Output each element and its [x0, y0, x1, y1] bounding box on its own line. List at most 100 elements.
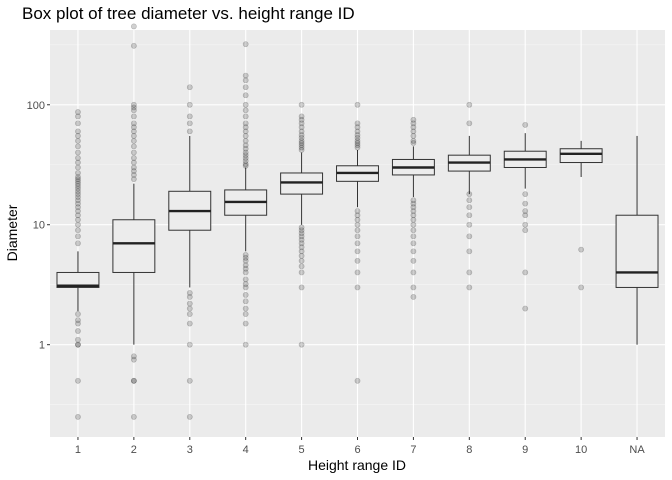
outlier-point	[466, 233, 473, 240]
outlier-point	[522, 200, 529, 207]
outlier-point	[130, 176, 137, 183]
x-tick-label: 3	[187, 444, 193, 456]
outlier-point	[242, 257, 249, 264]
outlier-point	[242, 155, 249, 161]
x-tick-label: 9	[522, 444, 528, 456]
outlier-point	[354, 221, 361, 228]
outlier-point	[130, 42, 137, 49]
outlier-point	[186, 377, 193, 384]
outlier-point	[298, 252, 305, 259]
outlier-point	[130, 159, 137, 166]
box-iqr	[615, 214, 659, 288]
outlier-point	[242, 161, 249, 168]
box-iqr	[112, 219, 156, 273]
x-tick-label: NA	[629, 444, 645, 456]
outlier-point	[466, 101, 473, 108]
outlier-point	[578, 284, 585, 291]
grid-layer	[50, 30, 665, 437]
outlier-point	[186, 320, 193, 327]
outlier-point	[410, 140, 417, 146]
outlier-point	[242, 72, 249, 79]
box-2	[112, 183, 156, 345]
outlier-point	[298, 113, 305, 120]
outlier-point	[410, 233, 417, 240]
outlier-point	[130, 128, 137, 135]
outlier-point	[354, 284, 361, 291]
outlier-point	[410, 200, 417, 207]
y-tick-label: 1	[39, 340, 45, 352]
outlier-point	[354, 212, 361, 219]
outlier-point	[75, 155, 81, 161]
outlier-point	[410, 240, 417, 247]
outlier-point	[242, 162, 249, 169]
outlier-point	[242, 298, 249, 305]
outlier-point	[298, 124, 305, 131]
outlier-point	[298, 269, 305, 276]
outlier-point	[410, 124, 417, 131]
outlier-point	[130, 356, 137, 363]
outlier-point	[354, 233, 361, 240]
outlier-point	[130, 377, 137, 384]
outlier-point	[75, 240, 81, 247]
outlier-point	[242, 149, 249, 156]
outlier-point	[186, 101, 193, 108]
x-tick-label: 5	[299, 444, 305, 456]
x-tick-label: 10	[575, 444, 587, 456]
outlier-point	[354, 124, 361, 131]
outlier-point	[466, 204, 473, 211]
outlier-point	[242, 320, 249, 327]
outlier-point	[410, 216, 417, 223]
outlier-point	[186, 341, 193, 348]
outlier-point	[466, 269, 473, 276]
outlier-point	[522, 208, 529, 214]
outlier-point	[75, 174, 81, 180]
outlier-point	[130, 377, 137, 384]
outlier-point	[242, 305, 249, 312]
outlier-point	[242, 269, 249, 276]
outlier-point	[298, 341, 305, 348]
outlier-point	[75, 143, 81, 150]
outlier-point	[522, 221, 529, 228]
outlier-point	[466, 197, 473, 204]
box-3	[168, 135, 212, 288]
outlier-point	[242, 142, 249, 149]
outlier-point	[298, 230, 305, 237]
outlier-point	[75, 178, 81, 185]
outlier-point	[298, 233, 305, 240]
outlier-point	[242, 41, 249, 48]
outlier-point	[242, 292, 249, 298]
outlier-point	[75, 176, 81, 183]
outlier-point	[75, 317, 81, 324]
box-4	[224, 167, 268, 252]
outlier-point	[75, 109, 81, 115]
outlier-point	[298, 101, 305, 108]
outlier-point	[130, 113, 137, 120]
outlier-point	[466, 284, 473, 291]
outlier-point	[242, 124, 249, 131]
box-5	[280, 152, 324, 225]
outlier-point	[410, 284, 417, 291]
outlier-point	[242, 158, 249, 164]
outlier-point	[186, 120, 193, 127]
outlier-point	[186, 311, 193, 317]
outlier-point	[298, 137, 305, 144]
outlier-point	[354, 144, 361, 151]
outlier-point	[242, 92, 249, 99]
outlier-point	[75, 227, 81, 234]
outlier-point	[410, 248, 417, 255]
outlier-point	[298, 236, 305, 243]
outlier-point	[130, 164, 137, 171]
outlier-point	[242, 133, 249, 139]
outlier-point	[522, 227, 529, 234]
outlier-point	[130, 124, 137, 131]
x-tick-label: 8	[466, 444, 472, 456]
outlier-point	[75, 113, 81, 120]
outlier-point	[354, 140, 361, 146]
outlier-point	[75, 341, 81, 348]
outlier-point	[410, 257, 417, 264]
outlier-point	[75, 320, 81, 327]
box-8	[447, 135, 491, 195]
outlier-point	[298, 224, 305, 231]
outlier-point	[298, 263, 305, 270]
box-NA	[615, 135, 659, 345]
